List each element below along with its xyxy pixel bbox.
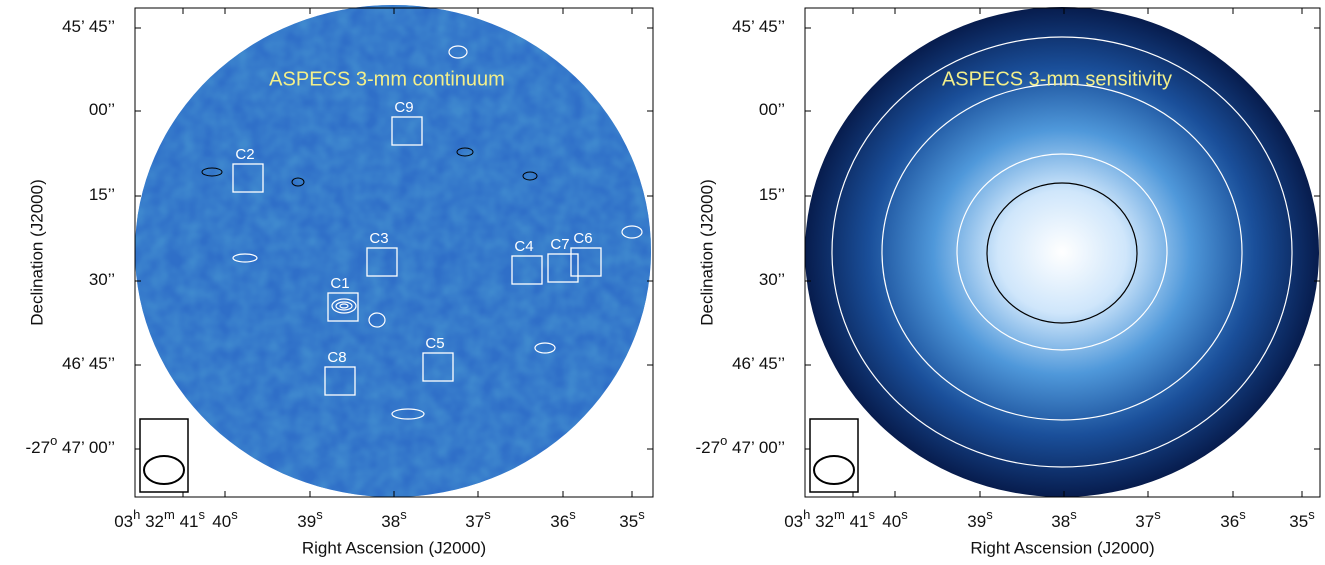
sensitivity-disc xyxy=(805,7,1319,497)
x-tick-label: 37s xyxy=(465,507,491,531)
frame xyxy=(804,7,1321,498)
source-label: C3 xyxy=(369,230,388,247)
x-tick-label: 37s xyxy=(1135,507,1161,531)
y-tick-label: -27o 47’ 00’’ xyxy=(696,433,785,457)
beam xyxy=(813,455,855,485)
x-tick-label: 03h 32m 41s xyxy=(114,507,205,531)
source-label: C5 xyxy=(425,335,444,352)
source-box xyxy=(391,116,423,146)
source-box xyxy=(570,247,602,277)
source-box xyxy=(324,366,356,396)
source-box xyxy=(366,247,398,277)
y-tick-label: 30’’ xyxy=(759,270,785,289)
y-tick-label: 15’’ xyxy=(759,185,785,204)
source-label: C9 xyxy=(394,99,413,116)
source-label: C4 xyxy=(514,238,533,255)
y-tick-label: 00’’ xyxy=(759,100,785,119)
x-tick-label: 40s xyxy=(212,507,238,531)
source-label: C6 xyxy=(573,230,592,247)
source-label: C1 xyxy=(330,275,349,292)
x-tick-label: 38s xyxy=(381,507,407,531)
annotation: ASPECS 3-mm continuum xyxy=(269,68,505,90)
source-box xyxy=(422,352,454,382)
x-tick-label: 36s xyxy=(1220,507,1246,531)
y-tick-label: 30’’ xyxy=(89,270,115,289)
source-box xyxy=(232,163,264,193)
x-tick-label: 40s xyxy=(882,507,908,531)
beam xyxy=(143,455,185,485)
source-label: C2 xyxy=(235,146,254,163)
y-tick-label: 15’’ xyxy=(89,185,115,204)
x-tick-label: 39s xyxy=(297,507,323,531)
x-tick-label: 03h 32m 41s xyxy=(784,507,875,531)
x-axis-label: Right Ascension (J2000) xyxy=(970,538,1154,557)
source-box xyxy=(547,253,579,283)
source-label: C7 xyxy=(550,236,569,253)
y-tick-label: 46’ 45’’ xyxy=(62,354,115,373)
y-axis-label: Declination (J2000) xyxy=(27,179,46,325)
y-tick-label: 45’ 45’’ xyxy=(62,17,115,36)
x-tick-label: 35s xyxy=(1289,507,1315,531)
x-tick-label: 38s xyxy=(1051,507,1077,531)
source-label: C8 xyxy=(327,349,346,366)
x-tick-label: 36s xyxy=(550,507,576,531)
sensitivity-contours xyxy=(831,36,1293,468)
sensitivity-contour-center xyxy=(986,182,1138,324)
annotation: ASPECS 3-mm sensitivity xyxy=(942,68,1172,90)
x-tick-label: 39s xyxy=(967,507,993,531)
y-axis-label: Declination (J2000) xyxy=(697,179,716,325)
x-axis-label: Right Ascension (J2000) xyxy=(302,538,486,557)
source-box xyxy=(327,292,359,322)
y-tick-label: 46’ 45’’ xyxy=(732,354,785,373)
x-tick-label: 35s xyxy=(619,507,645,531)
y-tick-label: 45’ 45’’ xyxy=(732,17,785,36)
y-tick-label: -27o 47’ 00’’ xyxy=(26,433,115,457)
contours-negative xyxy=(201,147,538,187)
y-tick-label: 00’’ xyxy=(89,100,115,119)
contours xyxy=(232,45,643,420)
beam-box xyxy=(139,418,189,493)
source-box xyxy=(511,255,543,285)
